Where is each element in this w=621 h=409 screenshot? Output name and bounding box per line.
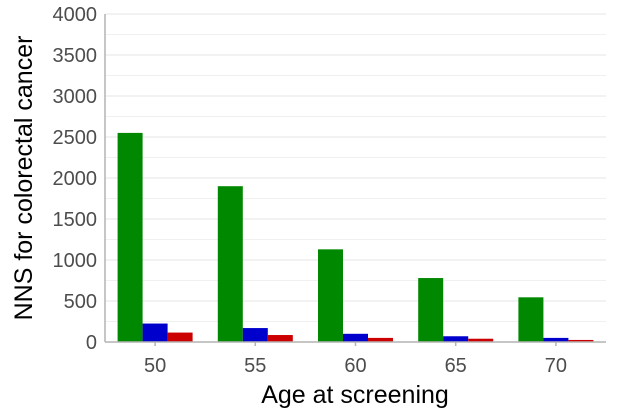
- bar: [242, 328, 268, 342]
- bar: [518, 297, 544, 342]
- x-tick-label: 65: [445, 355, 467, 377]
- bar: [543, 337, 569, 342]
- y-tick-label: 3500: [53, 45, 98, 67]
- x-tick-label: 55: [244, 355, 266, 377]
- y-tick-label: 2500: [53, 127, 98, 149]
- bar: [568, 339, 594, 342]
- x-axis-title: Age at screening: [261, 381, 449, 409]
- y-tick-label: 3000: [53, 86, 98, 108]
- bar: [267, 335, 293, 342]
- y-tick-label: 500: [64, 291, 97, 313]
- bar: [318, 249, 343, 342]
- bar: [468, 338, 494, 342]
- y-tick-label: 1500: [53, 209, 98, 231]
- bar: [343, 333, 368, 342]
- y-tick-label: 2000: [53, 168, 98, 190]
- y-axis-title: NNS for colorectal cancer: [10, 36, 38, 321]
- bar: [142, 323, 168, 342]
- bar: [443, 336, 469, 342]
- y-tick-labels: 0 500 1000 1500 2000 2500 3000 3500 4000: [53, 4, 98, 354]
- bar: [368, 337, 393, 342]
- bar: [418, 278, 444, 342]
- x-tick-label: 60: [344, 355, 366, 377]
- bar: [167, 332, 193, 342]
- y-tick-label: 1000: [53, 250, 98, 272]
- bars: [117, 132, 594, 342]
- y-tick-label: 0: [86, 332, 97, 354]
- y-tick-label: 4000: [53, 4, 98, 26]
- x-tick-label: 70: [545, 355, 567, 377]
- grid-lines: [105, 13, 606, 343]
- x-tick-label: 50: [144, 355, 166, 377]
- bar: [117, 132, 143, 342]
- x-tick-labels: 50 55 60 65 70: [144, 342, 567, 377]
- bar: [217, 186, 243, 342]
